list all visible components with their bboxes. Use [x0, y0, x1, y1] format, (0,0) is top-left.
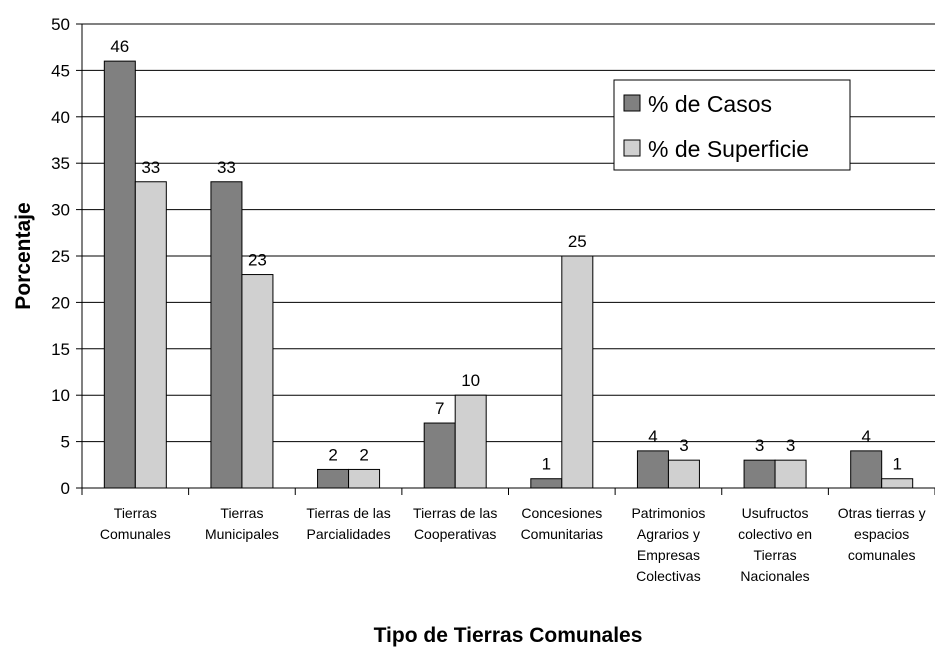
y-tick-label: 5: [61, 433, 70, 452]
x-tick-label: Tierras: [754, 547, 797, 563]
data-label: 33: [217, 158, 236, 177]
legend-label: % de Casos: [648, 91, 772, 117]
y-tick-label: 15: [51, 340, 70, 359]
bar: [667, 459, 700, 489]
y-tick-label: 40: [51, 108, 70, 127]
x-tick-label: Concesiones: [521, 505, 602, 521]
x-tick-label: colectivo en: [738, 526, 812, 542]
bar: [881, 478, 914, 489]
y-tick-label: 20: [51, 293, 70, 312]
bar: [636, 450, 669, 489]
x-tick-label: Otras tierras y: [838, 505, 926, 521]
bar: [561, 255, 594, 489]
x-tick-label: comunales: [848, 547, 916, 563]
bar: [348, 468, 381, 489]
data-label: 3: [786, 436, 795, 455]
y-axis-label: Porcentaje: [12, 202, 35, 309]
y-tick-label: 50: [51, 15, 70, 34]
data-label: 2: [359, 445, 368, 464]
x-tick-label: Patrimonios: [631, 505, 705, 521]
bar: [530, 478, 563, 489]
bar: [210, 181, 243, 489]
bar: [103, 60, 136, 489]
y-tick-label: 0: [61, 479, 70, 498]
data-label: 2: [328, 445, 337, 464]
x-tick-label: espacios: [854, 526, 909, 542]
x-tick-label: Comunales: [100, 526, 171, 542]
y-tick-label: 45: [51, 61, 70, 80]
x-tick-label: Cooperativas: [414, 526, 497, 542]
y-tick-label: 25: [51, 247, 70, 266]
bar: [423, 422, 456, 489]
data-label: 10: [461, 371, 480, 390]
bar: [743, 459, 776, 489]
x-tick-label: Tierras de las: [306, 505, 390, 521]
x-tick-label: Tierras: [114, 505, 157, 521]
data-label: 3: [755, 436, 764, 455]
x-axis-label: Tipo de Tierras Comunales: [374, 624, 643, 647]
x-tick-label: Usufructos: [742, 505, 809, 521]
x-tick-label: Comunitarias: [521, 526, 603, 542]
legend: [613, 79, 851, 171]
data-label: 1: [542, 455, 551, 474]
data-label: 3: [679, 436, 688, 455]
data-label: 1: [892, 455, 901, 474]
data-label: 33: [141, 158, 160, 177]
y-tick-label: 10: [51, 386, 70, 405]
x-tick-label: Colectivas: [636, 568, 701, 584]
data-label: 46: [110, 37, 129, 56]
legend-swatch: [623, 94, 641, 112]
data-label: 4: [861, 427, 870, 446]
x-tick-label: Empresas: [637, 547, 700, 563]
x-tick-label: Municipales: [205, 526, 279, 542]
x-tick-label: Tierras: [220, 505, 263, 521]
bar: [850, 450, 883, 489]
x-tick-label: Agrarios y: [637, 526, 700, 542]
bar: [774, 459, 807, 489]
legend-label: % de Superficie: [648, 136, 809, 162]
legend-swatch: [623, 139, 641, 157]
x-tick-label: Parcialidades: [307, 526, 391, 542]
data-label: 23: [248, 251, 267, 270]
bar: [454, 394, 487, 489]
data-label: 4: [648, 427, 657, 446]
x-tick-label: Tierras de las: [413, 505, 497, 521]
y-tick-label: 30: [51, 201, 70, 220]
bar: [317, 468, 350, 489]
bar: [134, 181, 167, 489]
data-label: 7: [435, 399, 444, 418]
x-tick-label: Nacionales: [740, 568, 809, 584]
data-label: 25: [568, 232, 587, 251]
y-tick-label: 35: [51, 154, 70, 173]
bar: [241, 274, 274, 489]
